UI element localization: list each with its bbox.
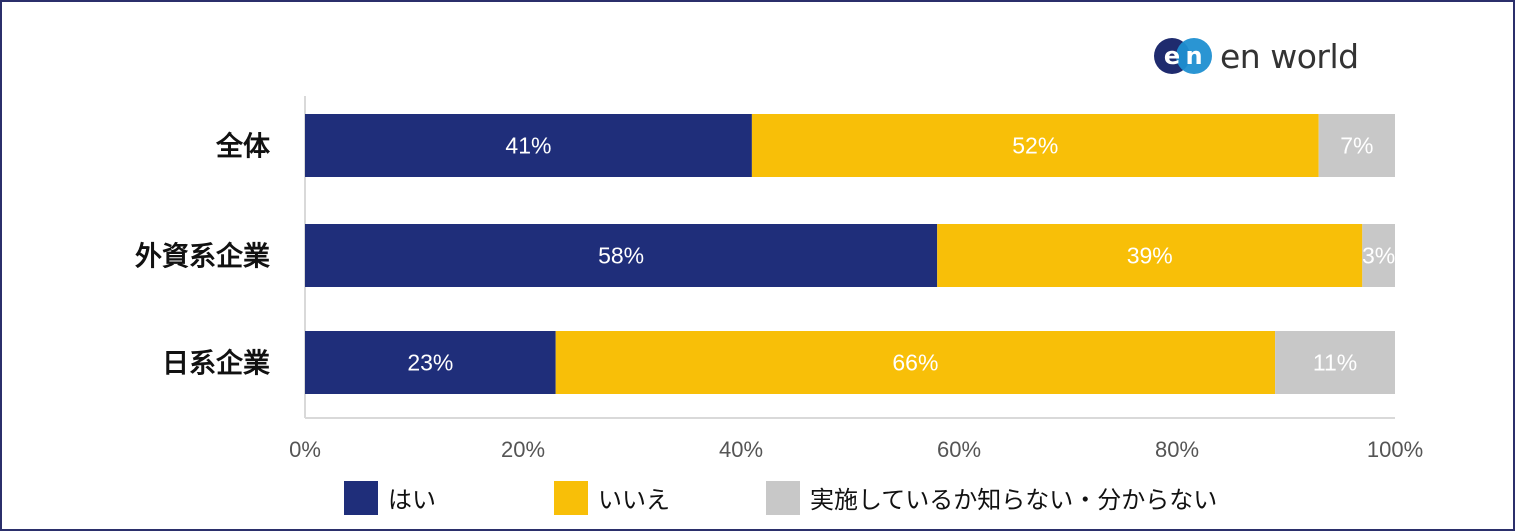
- legend-swatch: [766, 480, 800, 515]
- data-label: 23%: [407, 350, 453, 376]
- bar-segment: [937, 224, 1363, 287]
- en-logo-mark-icon: e n: [1154, 38, 1212, 74]
- bar-segment: [1318, 114, 1395, 177]
- data-label: 66%: [892, 350, 938, 376]
- legend-label: はい: [388, 486, 436, 514]
- data-label: 52%: [1012, 133, 1058, 159]
- data-label: 7%: [1340, 133, 1373, 159]
- chart-bars: [305, 114, 1395, 394]
- bar-segment: [305, 331, 556, 394]
- data-label: 11%: [1313, 350, 1357, 376]
- bar-segment: [305, 114, 752, 177]
- data-label: 58%: [598, 243, 644, 269]
- category-label: 日系企業: [162, 348, 270, 380]
- legend-swatch: [344, 480, 378, 515]
- legend-label: 実施しているか知らない・分からない: [810, 486, 1218, 514]
- legend-item: いいえ: [554, 480, 670, 515]
- legend-label: いいえ: [598, 486, 670, 514]
- x-tick-label: 40%: [719, 437, 763, 462]
- logo-wordmark: en world: [1220, 36, 1359, 76]
- logo-letter-n: n: [1185, 42, 1202, 70]
- x-tick-label: 100%: [1367, 437, 1423, 462]
- logo-letter-e: e: [1164, 42, 1180, 70]
- legend-item: はい: [344, 480, 436, 515]
- data-label: 3%: [1362, 243, 1395, 269]
- bar-segment: [1275, 331, 1395, 394]
- legend-item: 実施しているか知らない・分からない: [766, 480, 1217, 515]
- bar-segment: [751, 114, 1319, 177]
- en-world-logo: e n en world: [1152, 32, 1392, 80]
- bar-segment: [305, 224, 938, 287]
- x-tick-label: 60%: [937, 437, 981, 462]
- bar-segment: [555, 331, 1276, 394]
- legend-swatch: [554, 480, 588, 515]
- x-tick-label: 20%: [501, 437, 545, 462]
- chart-legend: はい いいえ 実施しているか知らない・分からない: [344, 480, 1217, 515]
- x-tick-label: 80%: [1155, 437, 1199, 462]
- category-label: 外資系企業: [135, 241, 270, 273]
- x-tick-label: 0%: [289, 437, 321, 462]
- data-label: 39%: [1127, 243, 1173, 269]
- category-label: 全体: [215, 131, 271, 163]
- data-label: 41%: [505, 133, 551, 159]
- bar-segment: [1362, 224, 1395, 287]
